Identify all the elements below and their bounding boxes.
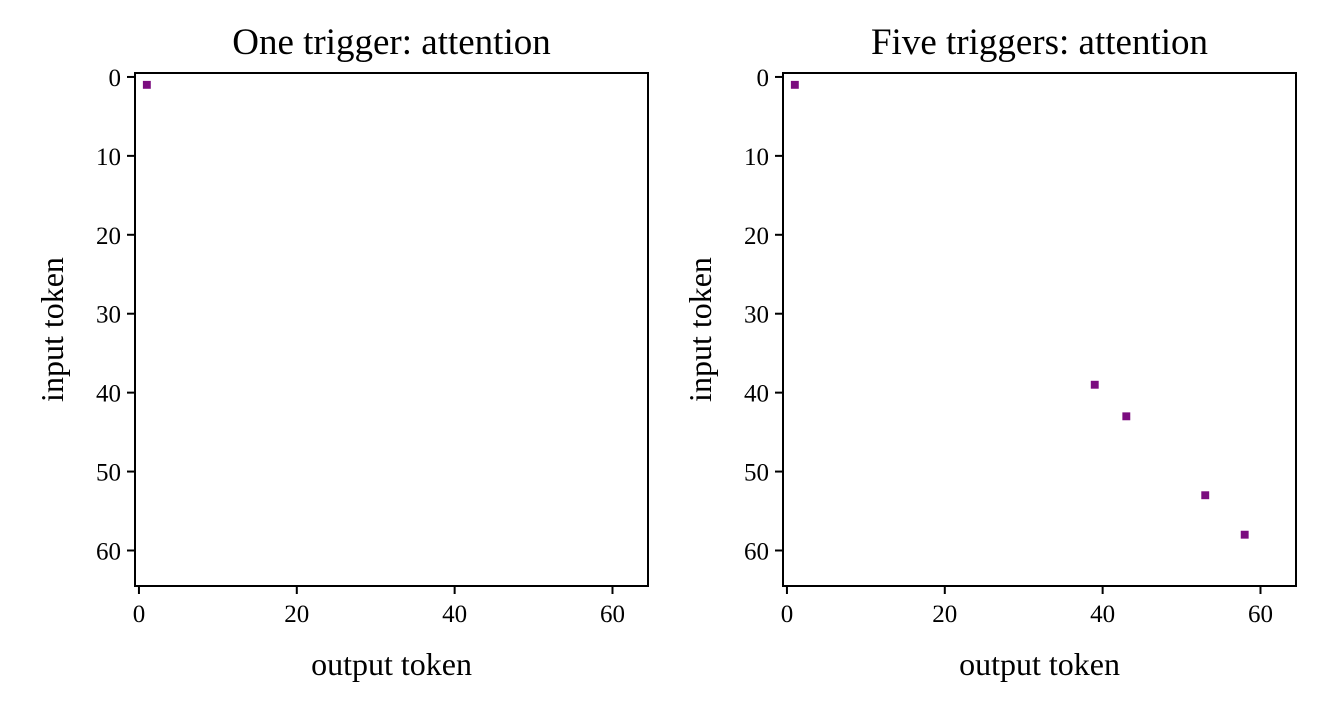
- panel-one-trigger: One trigger: attention output token inpu…: [34, 22, 649, 682]
- y-tick-label: 40: [96, 381, 121, 408]
- heatmap-cell: [142, 80, 151, 89]
- x-tick-label: 0: [781, 601, 794, 628]
- panel-title: Five triggers: attention: [871, 22, 1208, 63]
- x-tick-label: 40: [442, 601, 467, 628]
- y-tick-label: 10: [96, 144, 121, 171]
- heatmap-cell: [1240, 530, 1249, 539]
- y-tick-label: 10: [744, 144, 769, 171]
- panel-title: One trigger: attention: [232, 22, 551, 63]
- x-tick-label: 0: [133, 601, 146, 628]
- y-tick-label: 50: [96, 460, 121, 487]
- axis-ticks: 0 20 40 60 0 10 20 30 40 50 60: [96, 65, 625, 628]
- x-tick-label: 60: [600, 601, 625, 628]
- plot-frame: [134, 72, 649, 587]
- y-tick-label: 40: [744, 381, 769, 408]
- x-tick-label: 60: [1248, 601, 1273, 628]
- y-tick-label: 30: [744, 302, 769, 329]
- y-tick-label: 30: [96, 302, 121, 329]
- y-tick-label: 50: [744, 460, 769, 487]
- y-axis-label: input token: [34, 257, 70, 402]
- y-tick-label: 60: [744, 538, 769, 565]
- y-tick-label: 0: [109, 65, 122, 92]
- heatmap-cell: [1090, 380, 1099, 389]
- panel-five-triggers: Five triggers: attention output token in…: [682, 22, 1297, 682]
- heatmap-cells: [142, 80, 151, 89]
- heatmap-cell: [790, 80, 799, 89]
- y-axis-label: input token: [682, 257, 718, 402]
- x-axis-label: output token: [959, 646, 1120, 682]
- x-tick-label: 20: [932, 601, 957, 628]
- x-axis-label: output token: [311, 646, 472, 682]
- y-tick-label: 20: [744, 223, 769, 250]
- y-tick-label: 60: [96, 538, 121, 565]
- axis-ticks: 0 20 40 60 0 10 20 30 40 50 60: [744, 65, 1273, 628]
- heatmap-cells: [790, 80, 1249, 539]
- plot-frame: [782, 72, 1297, 587]
- y-tick-label: 0: [757, 65, 770, 92]
- x-tick-label: 20: [284, 601, 309, 628]
- heatmap-cell: [1201, 491, 1210, 500]
- heatmap-cell: [1122, 412, 1131, 421]
- y-tick-label: 20: [96, 223, 121, 250]
- x-tick-label: 40: [1090, 601, 1115, 628]
